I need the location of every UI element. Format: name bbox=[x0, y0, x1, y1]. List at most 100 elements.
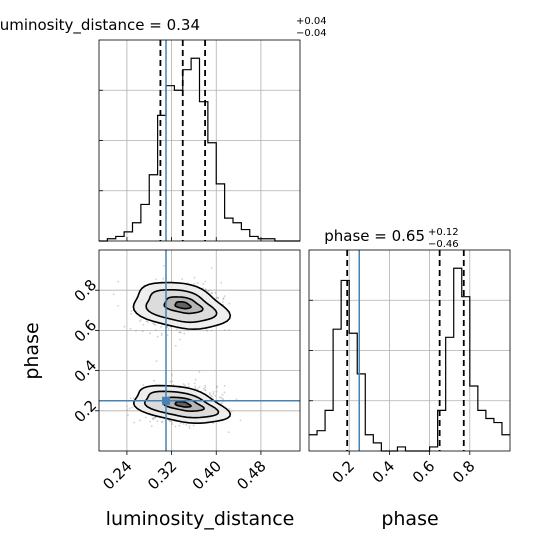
scatter-point bbox=[202, 283, 205, 285]
scatter-point bbox=[129, 328, 132, 330]
scatter-point bbox=[153, 416, 156, 419]
joint-scatter-panel: 0.24 0.32 0.40 0.48 0.2 0.4 0.6 0.8 bbox=[71, 249, 301, 493]
scatter-point bbox=[183, 332, 186, 335]
phase-hist-bar bbox=[446, 337, 454, 451]
scatter-point bbox=[166, 326, 169, 329]
scatter-point bbox=[214, 291, 217, 294]
scatter-point bbox=[198, 386, 201, 388]
scatter-point bbox=[153, 323, 156, 326]
scatter-point bbox=[169, 380, 172, 383]
joint-ytick-label-2: 0.6 bbox=[71, 316, 101, 346]
scatter-point bbox=[222, 298, 225, 300]
scatter-point bbox=[175, 328, 178, 331]
scatter-point bbox=[215, 390, 218, 393]
scatter-point bbox=[204, 280, 207, 283]
joint-xtick-label-2: 0.40 bbox=[189, 457, 225, 493]
scatter-point bbox=[220, 397, 223, 400]
scatter-point bbox=[135, 330, 137, 332]
scatter-point bbox=[204, 389, 207, 392]
phase-hist-bar bbox=[325, 410, 333, 451]
scatter-point bbox=[192, 424, 195, 427]
scatter-point bbox=[204, 384, 207, 387]
scatter-point bbox=[239, 419, 242, 422]
phase-hist-bar bbox=[309, 435, 317, 451]
scatter-point bbox=[210, 395, 213, 397]
scatter-point bbox=[154, 416, 157, 419]
phase-hist-bar bbox=[333, 329, 341, 451]
scatter-point bbox=[194, 387, 197, 389]
scatter-point bbox=[179, 338, 181, 341]
scatter-point bbox=[217, 296, 219, 299]
scatter-point bbox=[188, 425, 191, 427]
scatter-point bbox=[223, 295, 226, 297]
scatter-point bbox=[230, 410, 233, 413]
scatter-point bbox=[132, 397, 135, 400]
phase-hist-bar bbox=[430, 447, 438, 451]
scatter-point bbox=[171, 380, 174, 383]
luminosity-distance-hist-bar bbox=[233, 223, 241, 241]
scatter-point bbox=[112, 293, 115, 295]
scatter-point bbox=[180, 331, 182, 334]
scatter-point bbox=[126, 409, 129, 411]
scatter-point bbox=[170, 421, 173, 424]
scatter-point bbox=[169, 420, 172, 423]
title-luminosity-distance: luminosity_distance = 0.34 bbox=[0, 16, 200, 35]
scatter-point bbox=[217, 297, 220, 300]
scatter-point bbox=[235, 398, 238, 401]
x-axis-label-luminosity-distance: luminosity_distance bbox=[106, 508, 295, 530]
scatter-point bbox=[204, 288, 207, 291]
scatter-point bbox=[221, 301, 224, 303]
x-axis-label-phase: phase bbox=[381, 508, 438, 530]
phase-hist-bar bbox=[470, 386, 478, 451]
scatter-point bbox=[178, 424, 181, 427]
joint-ytick-label-1: 0.4 bbox=[71, 356, 101, 386]
scatter-point bbox=[193, 276, 196, 279]
scatter-point bbox=[208, 289, 211, 292]
scatter-point bbox=[150, 425, 153, 427]
scatter-point bbox=[221, 393, 224, 396]
scatter-point bbox=[152, 418, 155, 421]
scatter-point bbox=[223, 391, 226, 394]
luminosity-distance-hist-bar bbox=[208, 143, 216, 241]
phase-hist-bar bbox=[357, 374, 365, 451]
scatter-point bbox=[223, 329, 226, 332]
scatter-point bbox=[149, 420, 152, 423]
scatter-point bbox=[187, 385, 190, 388]
luminosity-distance-hist-bar bbox=[200, 102, 208, 241]
title-phase-minus: −0.46 bbox=[428, 239, 459, 250]
phase-hist-bar bbox=[478, 410, 486, 451]
luminosity-distance-hist-bar bbox=[225, 218, 233, 241]
scatter-point bbox=[153, 379, 156, 382]
scatter-point bbox=[179, 422, 182, 424]
scatter-point bbox=[204, 288, 207, 291]
scatter-point bbox=[196, 282, 199, 284]
luminosity-distance-hist-bar bbox=[141, 204, 149, 241]
scatter-point bbox=[194, 378, 197, 381]
scatter-point bbox=[129, 397, 132, 399]
phase-hist-bar bbox=[454, 268, 462, 451]
scatter-point bbox=[140, 319, 142, 321]
scatter-point bbox=[208, 393, 211, 396]
scatter-point bbox=[209, 392, 211, 394]
phase-xtick-label-0: 0.2 bbox=[328, 457, 358, 487]
luminosity-distance-hist-bar bbox=[191, 58, 199, 241]
scatter-point bbox=[117, 305, 119, 307]
scatter-point bbox=[185, 424, 188, 426]
scatter-point bbox=[155, 360, 158, 362]
phase-hist-bar bbox=[373, 443, 381, 451]
phase-hist-bar bbox=[494, 423, 502, 451]
luminosity-distance-hist-bar bbox=[174, 90, 182, 241]
phase-hist-bar bbox=[365, 435, 373, 451]
luminosity-distance-hist-bar bbox=[158, 115, 166, 241]
scatter-point bbox=[161, 420, 164, 423]
phase-xtick-label-1: 0.4 bbox=[369, 457, 399, 487]
scatter-point bbox=[149, 332, 152, 335]
scatter-point bbox=[171, 374, 174, 376]
phase-hist-bar bbox=[317, 431, 325, 451]
scatter-point bbox=[193, 283, 196, 285]
scatter-point bbox=[139, 419, 142, 422]
scatter-point bbox=[154, 329, 157, 331]
scatter-point bbox=[207, 290, 210, 293]
y-axis-label-phase: phase bbox=[21, 322, 43, 379]
scatter-point bbox=[126, 405, 128, 408]
